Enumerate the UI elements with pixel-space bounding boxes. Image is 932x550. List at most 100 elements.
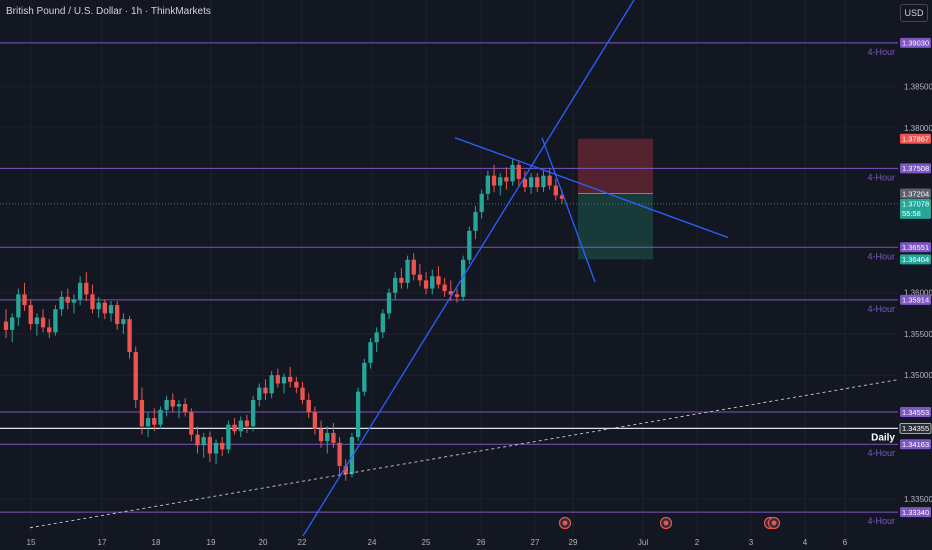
candle-body bbox=[102, 302, 108, 314]
price-badge-label: 1.36404 bbox=[902, 255, 929, 264]
level-tag: 4-Hour bbox=[867, 251, 895, 261]
candle-body bbox=[535, 177, 540, 188]
price-badge-label: 1.37867 bbox=[902, 135, 929, 144]
time-tick-label: 2 bbox=[695, 538, 700, 547]
candle-body bbox=[145, 418, 151, 427]
currency-button[interactable]: USD bbox=[900, 4, 928, 22]
candle-body bbox=[417, 274, 423, 281]
candle-body bbox=[362, 362, 367, 392]
level-price-badge bbox=[900, 242, 931, 253]
daily-level-tag: Daily bbox=[871, 432, 895, 443]
price-tick-label: 1.38000 bbox=[904, 124, 932, 133]
time-tick-label: Jul bbox=[638, 538, 648, 547]
steep-down-trendline bbox=[541, 137, 596, 283]
candle-body bbox=[238, 420, 243, 432]
candle-body bbox=[368, 342, 373, 363]
price-badge-countdown: 55:58 bbox=[902, 209, 921, 218]
candle-body bbox=[399, 277, 404, 283]
level-tag: 4-Hour bbox=[867, 172, 895, 182]
level-price-badge-label: 1.34553 bbox=[902, 408, 929, 417]
candle-body bbox=[300, 387, 305, 400]
price-tick-label: 1.35500 bbox=[904, 330, 932, 339]
candle-body bbox=[411, 259, 416, 275]
descending-trendline bbox=[454, 137, 729, 239]
level-price-badge bbox=[900, 163, 931, 174]
candle-body bbox=[226, 424, 231, 450]
daily-price-badge-label: 1.34355 bbox=[902, 424, 929, 433]
candle-body bbox=[71, 299, 77, 303]
candle-body bbox=[386, 292, 392, 314]
candlestick-series bbox=[3, 159, 565, 481]
candle-body bbox=[380, 313, 386, 333]
price-tick-label: 1.33500 bbox=[904, 495, 932, 504]
candle-body bbox=[250, 399, 256, 427]
candle-body bbox=[504, 177, 509, 182]
candle-body bbox=[405, 259, 410, 283]
price-badge bbox=[900, 198, 931, 219]
level-tag: 4-Hour bbox=[867, 304, 895, 314]
candle-body bbox=[53, 309, 58, 333]
price-tick-label: 1.36000 bbox=[904, 289, 932, 298]
candle-body bbox=[547, 175, 552, 186]
candle-body bbox=[269, 375, 274, 394]
candle-body bbox=[337, 442, 342, 466]
time-tick-label: 4 bbox=[803, 538, 808, 547]
time-tick-label: 6 bbox=[843, 538, 848, 547]
chart-grid bbox=[0, 0, 898, 536]
level-price-badge-label: 1.37508 bbox=[902, 164, 929, 173]
candle-body bbox=[96, 302, 101, 310]
candle-body bbox=[423, 280, 429, 289]
candle-body bbox=[232, 424, 237, 432]
candle-body bbox=[516, 164, 521, 179]
stop-loss-zone bbox=[578, 138, 653, 194]
candle-body bbox=[182, 404, 188, 413]
candle-body bbox=[115, 305, 120, 325]
candle-body bbox=[454, 294, 460, 297]
candle-body bbox=[275, 375, 280, 384]
candle-body bbox=[121, 319, 126, 325]
candle-body bbox=[127, 319, 132, 353]
level-price-badge bbox=[900, 507, 931, 518]
candle-body bbox=[207, 437, 213, 454]
time-tick-label: 29 bbox=[569, 538, 578, 547]
candle-body bbox=[65, 296, 70, 303]
price-axis-background bbox=[898, 0, 932, 550]
candle-body bbox=[164, 399, 169, 410]
candle-body bbox=[220, 442, 225, 450]
time-tick-label: 15 bbox=[27, 538, 36, 547]
level-price-badge-label: 1.36551 bbox=[902, 243, 929, 252]
candle-body bbox=[522, 178, 528, 188]
candle-body bbox=[28, 305, 33, 325]
candle-body bbox=[170, 399, 175, 407]
candle-body bbox=[3, 321, 9, 330]
us-flag-icon-dot bbox=[771, 520, 777, 526]
us-flag-icon-dot bbox=[663, 520, 669, 526]
lightning-icon bbox=[558, 516, 572, 530]
candle-body bbox=[152, 418, 157, 425]
candle-body bbox=[16, 294, 21, 318]
candle-body bbox=[281, 376, 287, 384]
candle-body bbox=[176, 404, 182, 407]
level-price-badge-label: 1.39030 bbox=[902, 39, 929, 48]
candle-body bbox=[355, 391, 361, 438]
time-tick-label: 26 bbox=[477, 538, 486, 547]
candle-body bbox=[343, 465, 348, 475]
us-flag-icon bbox=[659, 516, 673, 530]
candle-body bbox=[306, 399, 311, 413]
candle-body bbox=[460, 259, 466, 297]
candle-body bbox=[244, 420, 250, 427]
trendlines bbox=[29, 0, 901, 537]
price-axis: 1.38500 1.38000 1.36000 1.35500 1.35000 1.335… bbox=[898, 0, 932, 550]
candle-body bbox=[442, 284, 447, 292]
candle-body bbox=[467, 230, 472, 260]
time-tick-label: 19 bbox=[207, 538, 216, 547]
candle-body bbox=[195, 434, 200, 446]
candle-body bbox=[257, 387, 262, 400]
candle-body bbox=[213, 442, 219, 454]
level-price-badge bbox=[900, 37, 931, 48]
price-badge bbox=[900, 254, 931, 265]
candle-body bbox=[108, 305, 114, 314]
candle-body bbox=[133, 352, 138, 400]
candle-body bbox=[158, 409, 163, 425]
